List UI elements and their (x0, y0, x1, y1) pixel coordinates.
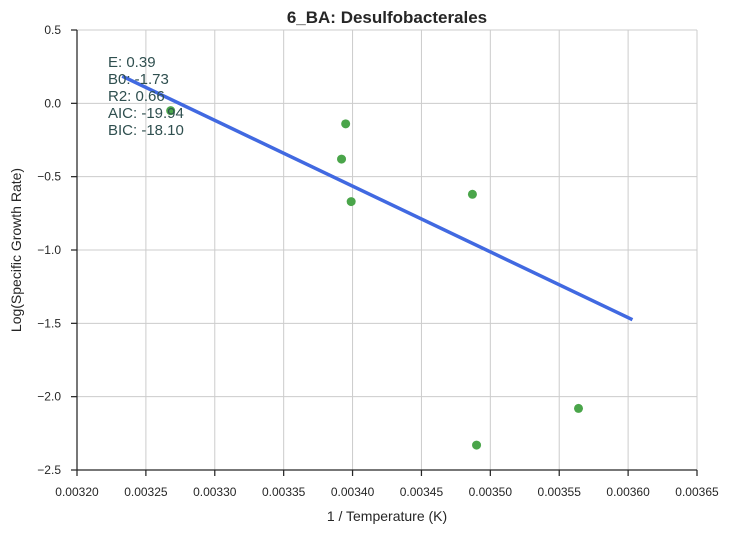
y-tick-label: −2.0 (37, 390, 61, 404)
x-axis-ticks: 0.00320 0.00325 0.00330 0.00335 0.00340 0.003… (55, 470, 719, 499)
data-point (337, 154, 347, 164)
x-tick-label: 0.00320 (55, 485, 99, 499)
data-point (341, 119, 351, 129)
x-tick-label: 0.00345 (400, 485, 444, 499)
data-point (574, 403, 584, 413)
regression-fit-line (121, 74, 634, 322)
y-axis-ticks: 0.5 0.0 −0.5 −1.0 −1.5 −2.0 −2.5 (37, 23, 77, 477)
data-point (467, 189, 477, 199)
y-tick-label: 0.5 (44, 23, 61, 37)
x-tick-label: 0.00335 (262, 485, 306, 499)
x-tick-label: 0.00330 (193, 485, 237, 499)
data-point (166, 106, 176, 116)
x-axis-label: 1 / Temperature (K) (327, 508, 447, 524)
y-tick-label: −1.0 (37, 243, 61, 257)
data-point (346, 197, 356, 207)
x-tick-label: 0.00325 (124, 485, 168, 499)
y-tick-label: −1.5 (37, 316, 61, 330)
x-tick-label: 0.00365 (675, 485, 719, 499)
x-tick-label: 0.00360 (606, 485, 650, 499)
y-tick-label: −0.5 (37, 170, 61, 184)
annotation-line: AIC: -19.94 (108, 105, 184, 122)
fit-statistics-annotation: E: 0.39 B0: -1.73 R2: 0.66 AIC: -19.94 BIC: … (108, 54, 184, 139)
x-tick-label: 0.00340 (331, 485, 375, 499)
data-point (472, 440, 482, 450)
grid-layer (76, 29, 698, 471)
chart-title: 6_BA: Desulfobacterales (287, 8, 487, 27)
fit-line-layer (121, 74, 634, 322)
annotation-line: B0: -1.73 (108, 71, 169, 88)
annotation-line: E: 0.39 (108, 54, 156, 71)
annotation-line: BIC: -18.10 (108, 122, 184, 139)
x-tick-label: 0.00350 (469, 485, 513, 499)
y-tick-label: −2.5 (37, 463, 61, 477)
annotation-line: R2: 0.66 (108, 88, 165, 105)
y-axis-label: Log(Specific Growth Rate) (8, 168, 24, 332)
y-tick-label: 0.0 (44, 96, 61, 110)
data-points (166, 106, 584, 450)
x-tick-label: 0.00355 (538, 485, 582, 499)
